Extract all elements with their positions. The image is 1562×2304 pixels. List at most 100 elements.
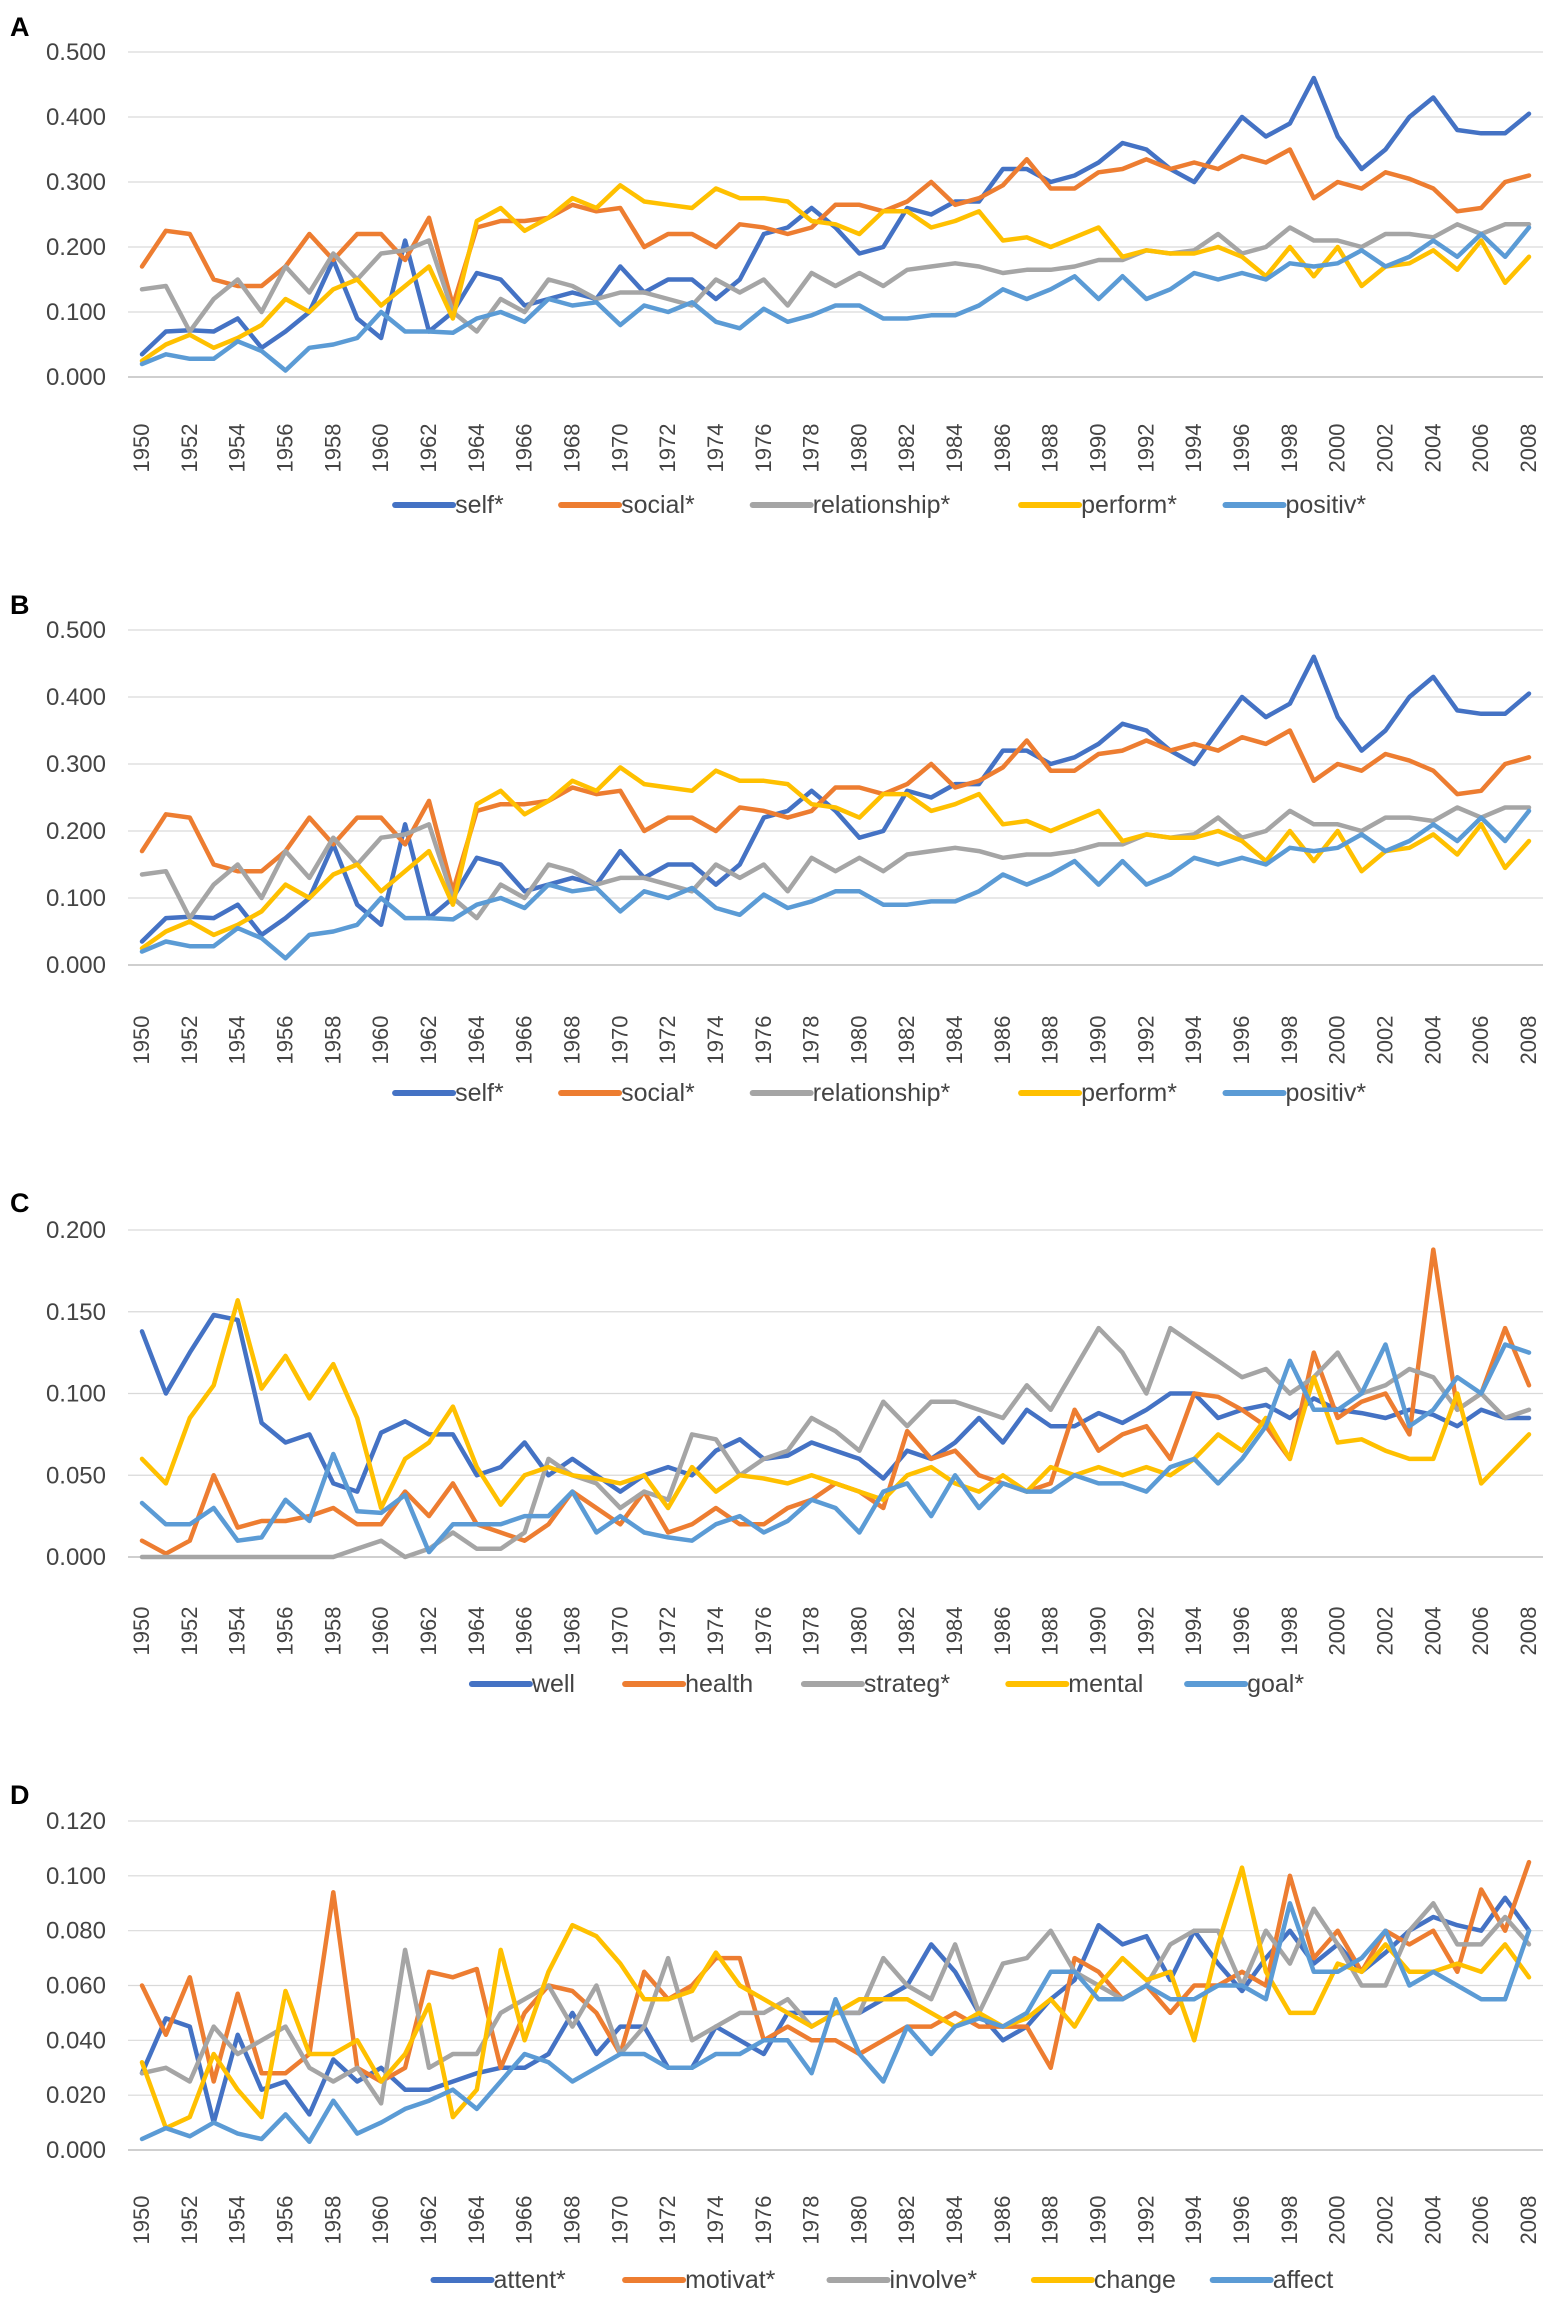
legend-label: self* <box>455 491 504 519</box>
x-tick-label: 1950 <box>129 424 154 473</box>
x-tick-label: 1950 <box>129 2196 154 2245</box>
x-tick-label: 1970 <box>607 2196 632 2245</box>
x-tick-label: 2008 <box>1516 2196 1541 2245</box>
x-tick-label: 1982 <box>894 2196 919 2245</box>
x-tick-label: 1992 <box>1133 1016 1158 1065</box>
y-tick-label: 0.400 <box>46 104 106 131</box>
x-tick-label: 1954 <box>225 424 250 473</box>
x-tick-label: 1968 <box>559 1607 584 1656</box>
series-line-well <box>139 1312 1532 1494</box>
x-tick-label: 1996 <box>1229 2196 1254 2245</box>
x-tick-label: 1976 <box>751 2196 776 2245</box>
legend-label: social* <box>621 1079 695 1107</box>
x-tick-label: 1978 <box>799 2196 824 2245</box>
x-tick-label: 1962 <box>416 2196 441 2245</box>
y-tick-label: 0.000 <box>46 952 106 979</box>
x-tick-label: 1958 <box>320 1016 345 1065</box>
x-tick-label: 1972 <box>655 1607 680 1656</box>
x-tick-label: 1978 <box>799 424 824 473</box>
x-tick-label: 1970 <box>607 424 632 473</box>
x-tick-label: 1984 <box>942 424 967 473</box>
y-tick-label: 0.000 <box>46 2137 106 2164</box>
x-tick-label: 1956 <box>272 1016 297 1065</box>
x-tick-label: 1998 <box>1277 1016 1302 1065</box>
x-tick-label: 1958 <box>320 2196 345 2245</box>
x-tick-label: 1988 <box>1038 1016 1063 1065</box>
legend-label: relationship* <box>813 1079 951 1107</box>
panel-a: A 0.000 0.100 0.200 0.300 0.400 0.500 1950 1952 1… <box>10 12 1543 519</box>
y-tick-label: 0.200 <box>46 234 106 261</box>
legend-label: well <box>531 1670 575 1698</box>
x-tick-label: 1974 <box>703 2196 728 2245</box>
legend-label: positiv* <box>1286 491 1367 519</box>
x-tick-label: 1980 <box>846 1016 871 1065</box>
x-tick-label: 1962 <box>416 1607 441 1656</box>
series-line-perform <box>139 765 1532 951</box>
x-tick-label: 1972 <box>655 424 680 473</box>
x-tick-label: 1954 <box>225 2196 250 2245</box>
x-tick-label: 1974 <box>703 1607 728 1656</box>
x-tick-label: 2002 <box>1373 1016 1398 1065</box>
x-tick-label: 2004 <box>1420 1016 1445 1065</box>
y-tick-label: 0.200 <box>46 818 106 845</box>
x-tick-label: 1964 <box>464 1016 489 1065</box>
series-line-social <box>139 728 1532 894</box>
x-tick-label: 1992 <box>1133 424 1158 473</box>
y-tick-label: 0.040 <box>46 2027 106 2054</box>
x-tick-label: 2008 <box>1516 1607 1541 1656</box>
x-tick-label: 1992 <box>1133 2196 1158 2245</box>
x-tick-label: 2000 <box>1325 424 1350 473</box>
x-tick-label: 1998 <box>1277 2196 1302 2245</box>
x-tick-label: 1992 <box>1133 1607 1158 1656</box>
y-tick-label: 0.000 <box>46 1544 106 1571</box>
x-tick-label: 1952 <box>177 424 202 473</box>
series-line-self <box>139 654 1532 944</box>
x-tick-label: 1984 <box>942 2196 967 2245</box>
panel-letter: C <box>10 1188 30 1218</box>
x-tick-label: 1980 <box>846 424 871 473</box>
x-tick-label: 2002 <box>1373 1607 1398 1656</box>
x-tick-label: 1964 <box>464 2196 489 2245</box>
x-tick-label: 1972 <box>655 1016 680 1065</box>
series-line-perform <box>139 183 1532 364</box>
x-tick-label: 1980 <box>846 2196 871 2245</box>
x-tick-label: 2000 <box>1325 1607 1350 1656</box>
x-tick-label: 1960 <box>368 1607 393 1656</box>
panel-c: C 0.000 0.050 0.100 0.150 0.200 1950 1952 1954 19… <box>10 1188 1543 1698</box>
series-line-mental <box>139 1298 1532 1511</box>
panel-d: D 0.000 0.020 0.040 0.060 0.080 0.100 0.120 1950… <box>10 1780 1543 2294</box>
x-tick-label: 1958 <box>320 424 345 473</box>
legend-label: strateg* <box>864 1670 950 1698</box>
x-tick-label: 1958 <box>320 1607 345 1656</box>
x-tick-label: 1996 <box>1229 1607 1254 1656</box>
x-tick-label: 1988 <box>1038 424 1063 473</box>
x-tick-label: 1978 <box>799 1016 824 1065</box>
x-tick-label: 1980 <box>846 1607 871 1656</box>
x-tick-label: 1962 <box>416 1016 441 1065</box>
y-tick-label: 0.500 <box>46 617 106 644</box>
x-tick-label: 1960 <box>368 1016 393 1065</box>
x-tick-label: 1994 <box>1181 1607 1206 1656</box>
y-tick-label: 0.100 <box>46 885 106 912</box>
x-tick-label: 1966 <box>512 424 537 473</box>
x-tick-label: 2002 <box>1373 2196 1398 2245</box>
x-tick-label: 1952 <box>177 1016 202 1065</box>
x-tick-label: 1990 <box>1086 2196 1111 2245</box>
legend-label: perform* <box>1081 491 1177 519</box>
x-tick-label: 1974 <box>703 1016 728 1065</box>
y-tick-label: 0.300 <box>46 169 106 196</box>
series-line-social <box>139 147 1532 308</box>
x-tick-label: 1964 <box>464 424 489 473</box>
series-line-positiv <box>139 225 1532 373</box>
x-tick-label: 1956 <box>272 424 297 473</box>
y-tick-label: 0.060 <box>46 1973 106 2000</box>
series-line-motivat <box>139 1859 1532 2084</box>
legend-label: perform* <box>1081 1079 1177 1107</box>
x-tick-label: 1990 <box>1086 424 1111 473</box>
x-tick-label: 2004 <box>1420 1607 1445 1656</box>
x-tick-label: 1960 <box>368 424 393 473</box>
y-tick-label: 0.100 <box>46 1863 106 1890</box>
legend-label: involve* <box>890 2266 978 2294</box>
x-tick-label: 1988 <box>1038 2196 1063 2245</box>
series-line-change <box>139 1865 1532 2131</box>
